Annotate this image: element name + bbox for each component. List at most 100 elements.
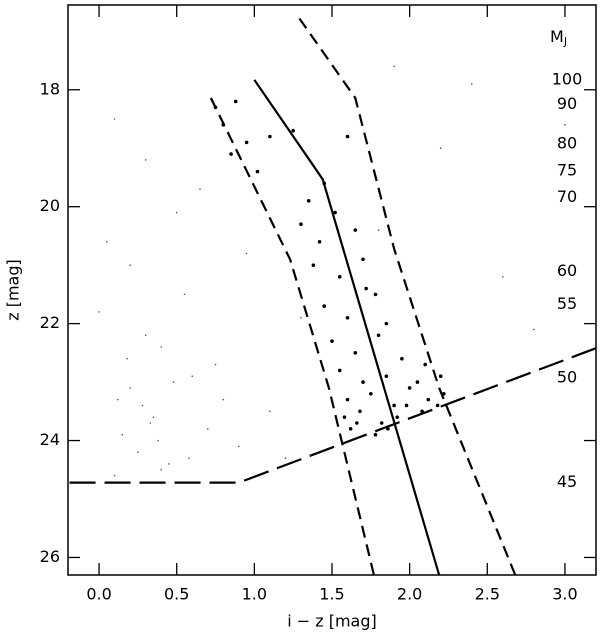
background-point [129, 387, 131, 389]
mass-label: 55 [557, 294, 577, 313]
curve [253, 79, 441, 576]
background-point [183, 293, 186, 296]
candidate-point [353, 228, 358, 232]
x-tick-label: 0.5 [164, 585, 189, 604]
candidate-point [317, 239, 322, 244]
mass-label: 45 [557, 472, 577, 491]
candidate-point [438, 374, 443, 379]
background-point [222, 398, 225, 401]
candidate-point [333, 210, 337, 215]
x-tick-label: 0.0 [86, 585, 111, 604]
candidate-point [348, 427, 353, 431]
curve [298, 17, 517, 576]
background-point [144, 159, 147, 161]
candidate-point [342, 415, 347, 419]
mass-label: 60 [557, 261, 577, 280]
background-point [168, 463, 170, 465]
background-point [113, 474, 116, 477]
candidate-point [364, 286, 368, 291]
candidate-point [255, 169, 260, 174]
background-point [172, 381, 175, 383]
candidate-point [373, 292, 378, 297]
background-point [121, 433, 124, 436]
background-point [160, 468, 162, 471]
candidate-point [330, 339, 334, 343]
candidate-point [392, 403, 396, 408]
background-point [245, 252, 248, 255]
background-point [157, 439, 159, 442]
mass-header: MJ [550, 27, 567, 49]
mass-label: 50 [557, 367, 577, 386]
candidate-point [244, 140, 249, 145]
candidate-point [345, 315, 350, 320]
background-point [191, 375, 194, 378]
candidate-point [233, 99, 238, 104]
y-tick-label: 26 [40, 547, 60, 566]
candidate-point [415, 380, 420, 384]
candidate-point [369, 391, 373, 396]
candidate-point [384, 374, 389, 379]
candidate-point [404, 403, 409, 408]
background-point [160, 346, 162, 348]
background-point [470, 83, 473, 85]
candidate-point [407, 386, 412, 390]
mass-label: 70 [557, 187, 577, 206]
background-point [126, 357, 128, 360]
background-point [144, 334, 147, 337]
plot-frame [67, 4, 597, 576]
candidate-point [361, 257, 365, 262]
y-tick-label: 18 [40, 79, 60, 98]
background-point [377, 229, 380, 231]
background-point [300, 316, 302, 319]
background-point [141, 404, 144, 407]
candidate-point [379, 421, 384, 425]
x-axis-label: i − z [mag] [287, 612, 377, 631]
y-tick-label: 20 [40, 196, 60, 215]
candidate-point [345, 397, 350, 402]
candidate-point [373, 432, 378, 437]
x-tick-label: 2.5 [475, 585, 500, 604]
candidate-point [384, 321, 389, 326]
background-point [564, 124, 566, 126]
candidate-point [423, 362, 427, 367]
candidate-point [291, 128, 295, 133]
candidate-point [426, 397, 431, 402]
x-tick-label: 3.0 [552, 585, 577, 604]
x-tick-label: 1.0 [242, 585, 267, 604]
background-point [439, 147, 442, 150]
background-point [269, 410, 271, 413]
x-tick-label: 2.0 [397, 585, 422, 604]
candidate-point [395, 415, 400, 419]
candidate-point [376, 333, 381, 338]
y-tick-label: 24 [40, 430, 60, 449]
y-axis-label: z [mag] [4, 259, 23, 321]
candidate-point [268, 134, 272, 139]
background-point [129, 264, 131, 266]
background-point [206, 428, 209, 430]
candidate-point [353, 351, 358, 355]
candidate-point [361, 380, 365, 384]
candidate-point [345, 134, 350, 139]
candidate-point [322, 304, 327, 308]
candidate-point [311, 263, 316, 267]
candidate-point [337, 368, 342, 373]
background-point [502, 276, 504, 278]
mass-label: 75 [557, 161, 577, 180]
mass-header-main: M [550, 27, 564, 46]
background-point [188, 457, 190, 459]
candidate-point [337, 275, 342, 279]
x-tick-label: 1.5 [319, 585, 344, 604]
candidate-point [355, 421, 359, 425]
background-point [393, 65, 395, 68]
background-point [98, 311, 100, 313]
curve [209, 97, 375, 576]
background-point [149, 422, 152, 424]
candidate-point [306, 199, 311, 203]
mass-label: 100 [552, 69, 583, 88]
curve [69, 347, 597, 484]
background-point [113, 118, 116, 120]
background-point [533, 328, 535, 331]
y-tick-label: 22 [40, 313, 60, 332]
candidate-point [229, 152, 233, 156]
